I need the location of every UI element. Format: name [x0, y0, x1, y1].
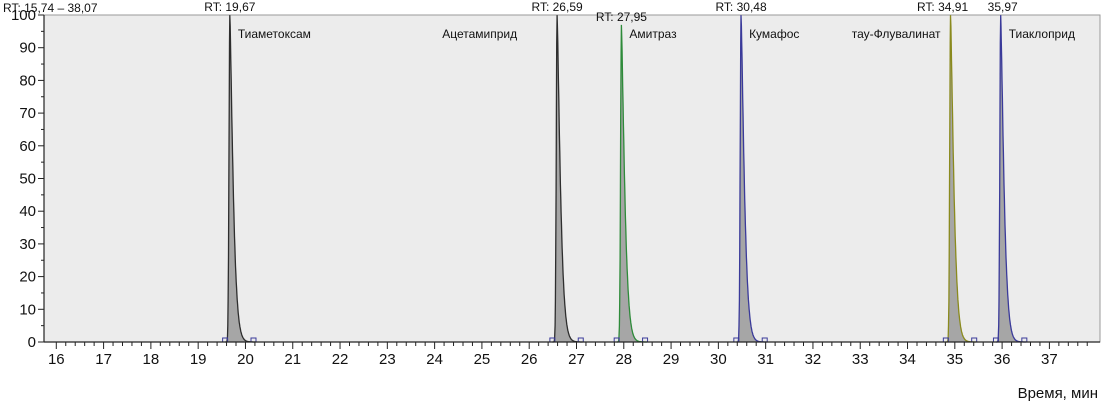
compound-label: Амитраз — [629, 27, 677, 41]
x-tick-label: 30 — [710, 351, 727, 368]
x-tick-label: 33 — [852, 351, 869, 368]
compound-label: Тиаметоксам — [238, 27, 311, 41]
x-tick-label: 21 — [284, 351, 301, 368]
peak-area — [736, 15, 767, 342]
x-tick-label: 27 — [568, 351, 585, 368]
x-tick-label: 17 — [95, 351, 112, 368]
y-tick-label: 10 — [19, 301, 36, 318]
x-tick-label: 20 — [237, 351, 254, 368]
compound-label: Тиаклоприд — [1009, 27, 1075, 41]
x-axis-title: Время, мин — [1018, 385, 1098, 402]
y-tick-label: 80 — [19, 72, 36, 89]
axes: 16 17 18 19 20 21 22 23 24 25 26 27 28 29 30 31 32 33 34 35… — [11, 7, 1100, 368]
rt-label: RT: 34,91 — [917, 0, 968, 14]
y-tick-label: 60 — [19, 138, 36, 155]
compound-label: Ацетамиприд — [442, 27, 517, 41]
range-label: RT: 15,74 – 38,07 — [3, 1, 98, 15]
x-tick-label: 25 — [474, 351, 491, 368]
y-tick-label: 100 — [11, 7, 36, 24]
peak-area — [996, 15, 1027, 342]
compound-label: тау-Флувалинат — [852, 27, 941, 41]
compound-label: Кумафос — [749, 27, 799, 41]
peak-area — [945, 15, 977, 342]
rt-label: RT: 30,48 — [715, 0, 766, 14]
rt-label: 35,97 — [988, 0, 1018, 14]
x-tick-label: 19 — [190, 351, 207, 368]
x-tick-label: 34 — [899, 351, 916, 368]
x-tick-label: 16 — [48, 351, 65, 368]
y-tick-label: 40 — [19, 203, 36, 220]
x-tick-label: 22 — [332, 351, 349, 368]
x-tick-label: 35 — [946, 351, 963, 368]
y-tick-label: 70 — [19, 105, 36, 122]
y-tick-label: 50 — [19, 171, 36, 188]
peak-area — [616, 24, 647, 343]
x-tick-label: 37 — [1041, 351, 1058, 368]
rt-label: RT: 19,67 — [204, 0, 255, 14]
x-tick-label: 31 — [757, 351, 774, 368]
x-tick-label: 32 — [805, 351, 822, 368]
plot-area — [43, 14, 1101, 343]
peak-area — [552, 15, 583, 342]
rt-label: RT: 27,95 — [596, 10, 647, 24]
y-tick-label: 0 — [28, 334, 36, 351]
y-tick-label: 20 — [19, 269, 36, 286]
y-tick-label: 90 — [19, 40, 36, 57]
x-tick-label: 29 — [663, 351, 680, 368]
x-tick-label: 28 — [615, 351, 632, 368]
x-tick-label: 18 — [143, 351, 160, 368]
x-tick-label: 23 — [379, 351, 396, 368]
peak-1: RT: 19,67 Тиаметоксам — [204, 0, 311, 343]
x-tick-label: 24 — [426, 351, 443, 368]
x-tick-label: 26 — [521, 351, 538, 368]
y-tick-label: 30 — [19, 236, 36, 253]
peak-area — [225, 15, 256, 342]
x-tick-label: 36 — [994, 351, 1011, 368]
rt-label: RT: 26,59 — [532, 0, 583, 14]
